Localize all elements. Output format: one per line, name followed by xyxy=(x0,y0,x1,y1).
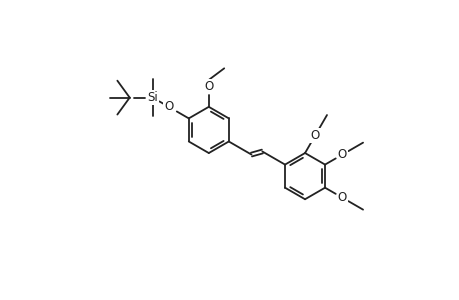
Text: O: O xyxy=(204,80,213,93)
Text: O: O xyxy=(310,129,319,142)
Text: O: O xyxy=(164,100,173,113)
Text: Si: Si xyxy=(147,91,158,104)
Text: O: O xyxy=(337,148,346,161)
Text: O: O xyxy=(337,191,346,204)
